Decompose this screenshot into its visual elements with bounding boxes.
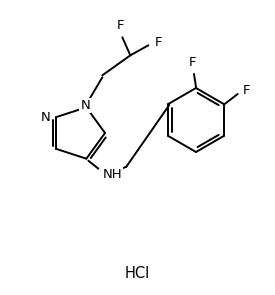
Text: F: F	[243, 84, 251, 98]
Text: NH: NH	[102, 168, 122, 181]
Text: F: F	[155, 36, 162, 49]
Text: N: N	[40, 111, 50, 124]
Text: F: F	[188, 55, 196, 68]
Text: HCl: HCl	[124, 266, 150, 281]
Text: F: F	[117, 19, 124, 32]
Text: N: N	[81, 99, 90, 112]
